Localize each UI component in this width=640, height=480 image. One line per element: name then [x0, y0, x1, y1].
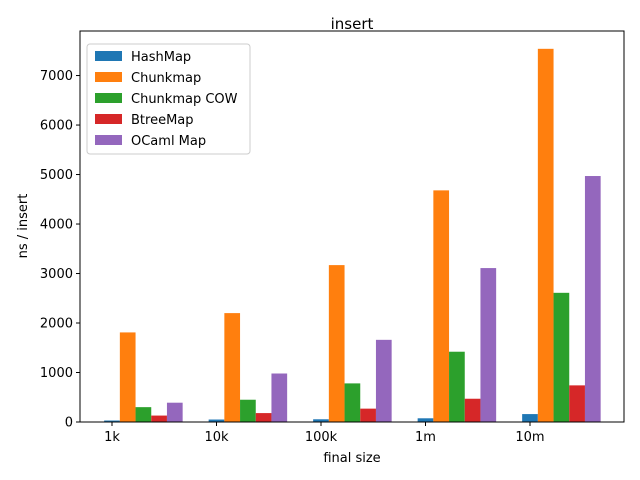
- y-tick-label: 2000: [40, 317, 73, 332]
- bar-chunkmap-10k: [224, 313, 241, 422]
- plot-frame: [79, 30, 625, 423]
- legend-box: [86, 43, 251, 155]
- legend-label: BtreeMap: [131, 113, 194, 128]
- bar-chunkmap-1m: [433, 190, 450, 422]
- legend-swatch: [95, 51, 122, 61]
- x-axis-label: final size: [323, 451, 380, 466]
- chart-title: insert: [331, 15, 374, 33]
- bar-chunkmap-10m: [537, 48, 554, 422]
- x-tick-label: 10k: [204, 430, 229, 445]
- y-tick-label: 6000: [40, 119, 73, 134]
- bar-chunkmap-1k: [119, 332, 136, 422]
- x-tick-label: 1m: [415, 430, 436, 445]
- bar-btreemap-10k: [255, 413, 272, 422]
- bar-chunkmap-100k: [328, 265, 345, 422]
- y-tick-label: 5000: [40, 168, 73, 183]
- bar-hashmap-100k: [313, 419, 329, 422]
- legend-label: Chunkmap: [131, 71, 201, 86]
- bar-ocaml-map-1m: [480, 268, 497, 422]
- bar-hashmap-10k: [208, 419, 225, 422]
- y-tick-label: 3000: [40, 267, 73, 282]
- bar-chunkmap-cow-1k: [135, 407, 152, 422]
- y-tick-label: 4000: [40, 218, 73, 233]
- bar-ocaml-map-10k: [271, 373, 288, 422]
- y-axis-label: ns / insert: [16, 194, 31, 259]
- legend-label: Chunkmap COW: [131, 92, 238, 107]
- bar-btreemap-1k: [151, 415, 167, 422]
- bar-hashmap-10m: [522, 414, 538, 422]
- bar-ocaml-map-1k: [166, 402, 183, 422]
- bar-btreemap-10m: [569, 385, 585, 422]
- y-axis-ticks: 0 1000 2000 3000 4000 5000 6000 7000: [40, 69, 80, 431]
- bar-hashmap-1m: [417, 418, 434, 422]
- bar-btreemap-1m: [464, 398, 481, 422]
- legend-swatch: [95, 135, 122, 145]
- legend-swatch: [95, 114, 122, 124]
- x-tick-label: 10m: [515, 430, 544, 445]
- y-tick-label: 7000: [40, 69, 73, 84]
- x-tick-label: 100k: [305, 430, 338, 445]
- legend-label: OCaml Map: [131, 134, 206, 149]
- y-tick-label: 1000: [40, 366, 73, 381]
- bar-chunkmap-cow-10m: [553, 292, 570, 422]
- bar-ocaml-map-100k: [375, 339, 392, 422]
- bars-group: [104, 48, 601, 422]
- y-tick-label: 0: [65, 416, 73, 431]
- legend-swatch: [95, 93, 122, 103]
- bar-hashmap-1k: [104, 420, 120, 422]
- x-tick-label: 1k: [104, 430, 120, 445]
- bar-chunkmap-cow-100k: [344, 383, 361, 422]
- legend: HashMap Chunkmap Chunkmap COW BtreeMap OCaml…: [86, 43, 251, 155]
- bar-btreemap-100k: [360, 408, 376, 422]
- x-axis-ticks: 1k 10k 100k 1m 10m: [104, 422, 545, 445]
- bar-chunkmap-cow-1m: [449, 351, 465, 422]
- bar-ocaml-map-10m: [584, 176, 601, 422]
- legend-label: HashMap: [131, 50, 191, 65]
- bar-chunkmap-cow-10k: [240, 399, 256, 422]
- legend-swatch: [95, 72, 122, 82]
